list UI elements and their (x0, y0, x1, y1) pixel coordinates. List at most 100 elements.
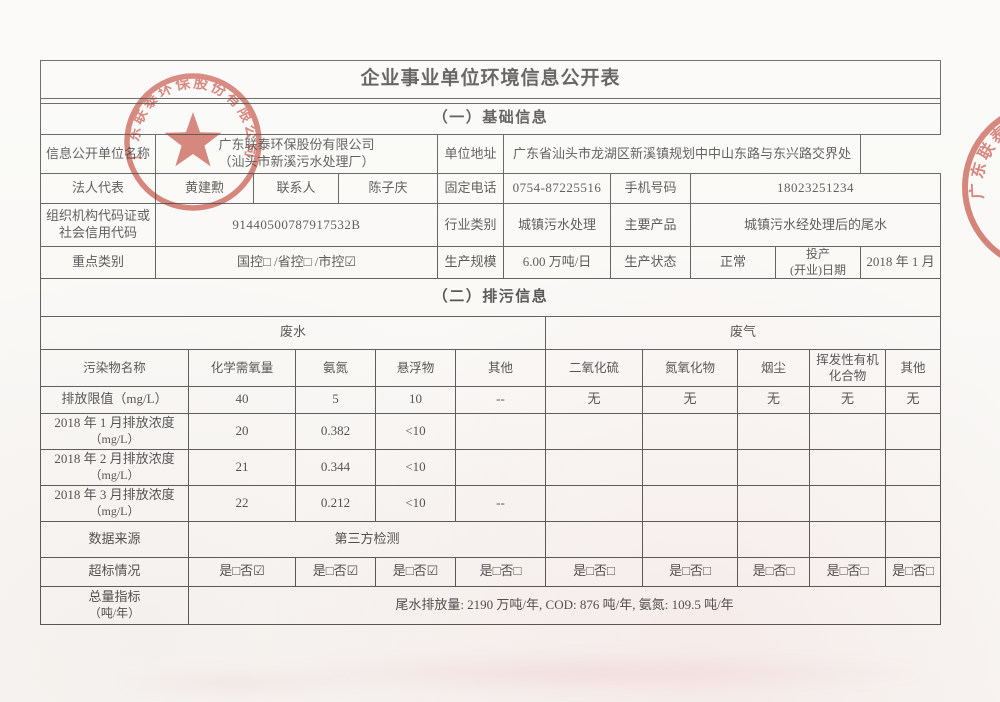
exceed-ss-checkbox: 是□否☑ (375, 556, 456, 587)
col-ss: 悬浮物 (375, 348, 456, 387)
month1-ss: <10 (375, 412, 456, 450)
col-other-gas: 其他 (885, 348, 941, 387)
month2-nox (642, 448, 738, 486)
opdate-value: 2018 年 1 月 (859, 245, 942, 280)
month1-voc (809, 412, 886, 450)
col-cod: 化学需氧量 (188, 348, 296, 387)
total-row-label: 总量指标 （吨/年） (40, 585, 189, 625)
month1-other-gas (885, 412, 941, 450)
col-other-water: 其他 (455, 348, 546, 387)
exceed-voc-checkbox: 是□否□ (809, 556, 886, 587)
month2-label-line1: 2018 年 2 月排放浓度 (54, 450, 175, 466)
month1-so2 (545, 412, 643, 450)
month3-other-water: -- (455, 484, 546, 522)
data-source-value: 第三方检测 (188, 520, 546, 558)
data-source-label: 数据来源 (40, 520, 189, 558)
month3-label-line2: （mg/L） (89, 503, 140, 518)
limit-cod: 40 (188, 385, 296, 414)
month2-row-label: 2018 年 2 月排放浓度 （mg/L） (40, 448, 189, 486)
limit-row-label: 排放限值（mg/L） (40, 385, 189, 414)
month2-so2 (545, 448, 643, 486)
month1-cod: 20 (188, 412, 296, 450)
key-category-label: 重点类别 (40, 245, 156, 280)
exceed-cod-checkbox: 是□否☑ (188, 556, 296, 587)
month2-other-gas (885, 448, 941, 486)
partial-seal-arc-text: 广东联泰环保股份有限公司 (967, 106, 1000, 200)
month2-cod: 21 (188, 448, 296, 486)
data-source-nox (642, 520, 738, 558)
wastewater-group-header: 废水 (40, 315, 546, 350)
month3-nh3: 0.212 (295, 484, 376, 522)
tel-label: 固定电话 (437, 173, 504, 204)
month3-nox (642, 484, 738, 522)
data-source-dust (737, 520, 810, 558)
month3-ss: <10 (375, 484, 456, 522)
col-nox: 氮氧化物 (642, 348, 738, 387)
col-so2: 二氧化硫 (545, 348, 643, 387)
month1-nox (642, 412, 738, 450)
month2-voc (809, 448, 886, 486)
total-label-line1: 总量指标 (88, 588, 141, 604)
data-source-other-gas (885, 520, 941, 558)
exceed-dust-checkbox: 是□否□ (737, 556, 810, 587)
month3-row-label: 2018 年 3 月排放浓度 （mg/L） (40, 484, 189, 522)
month3-dust (737, 484, 810, 522)
month2-dust (737, 448, 810, 486)
unit-name-line2: （汕头市新溪污水处理厂） (218, 154, 375, 169)
industry-label: 行业类别 (437, 203, 504, 247)
scan-smudge (110, 668, 370, 698)
opdate-label-line2: (开业)日期 (790, 262, 846, 277)
status-label: 生产状态 (610, 245, 691, 280)
scan-smudge (260, 652, 940, 694)
month3-cod: 22 (188, 484, 296, 522)
basic-info-table: 企业事业单位环境信息公开表 （一）基础信息 信息公开单位名称 广东联泰环保股份有… (39, 60, 942, 318)
address-value: 广东省汕头市龙湖区新溪镇规划中中山东路与东兴路交界处 (503, 134, 861, 174)
scale-value: 6.00 万吨/日 (503, 245, 611, 280)
month1-other-water (455, 412, 546, 450)
data-source-so2 (545, 520, 643, 558)
legal-rep-label: 法人代表 (40, 173, 156, 204)
exceed-row-label: 超标情况 (40, 556, 189, 587)
exceed-other-gas-checkbox: 是□否□ (885, 556, 941, 587)
mobile-label: 手机号码 (610, 173, 691, 204)
unit-name-line1: 广东联泰环保股份有限公司 (218, 137, 375, 153)
section-2-header: （二）排污信息 (39, 278, 942, 318)
limit-other-gas: 无 (885, 385, 941, 414)
status-value: 正常 (690, 245, 776, 280)
exceed-other-water-checkbox: 是□否□ (455, 556, 546, 587)
limit-dust: 无 (737, 385, 810, 414)
section-1-header: （一）基础信息 (39, 103, 942, 135)
col-nh3: 氨氮 (295, 348, 376, 387)
industry-value: 城镇污水处理 (503, 203, 611, 247)
exceed-nox-checkbox: 是□否□ (642, 556, 738, 587)
month2-ss: <10 (375, 448, 456, 486)
gas-group-header: 废气 (545, 315, 941, 350)
exceed-so2-checkbox: 是□否□ (545, 556, 643, 587)
org-code-label-line1: 组织机构代码证或 (45, 208, 150, 224)
legal-rep-value: 黄建勲 (155, 173, 254, 204)
pollutant-name-header: 污染物名称 (40, 348, 189, 387)
month1-row-label: 2018 年 1 月排放浓度 （mg/L） (40, 412, 189, 450)
key-category-checkboxes: 国控□ /省控□ /市控☑ (155, 245, 438, 280)
product-value: 城镇污水经处理后的尾水 (689, 203, 942, 247)
partial-seal-ring (962, 116, 1000, 258)
org-code-label-line2: 社会信用代码 (58, 225, 137, 240)
org-code-value: 91440500787917532B (155, 203, 438, 247)
col-voc: 挥发性有机化合物 (809, 348, 886, 387)
total-row-value: 尾水排放量: 2190 万吨/年, COD: 876 吨/年, 氨氮: 109.… (188, 585, 941, 625)
month1-nh3: 0.382 (295, 412, 376, 450)
total-label-line2: （吨/年） (88, 605, 141, 620)
limit-ss: 10 (375, 385, 456, 414)
form-tables: 企业事业单位环境信息公开表 （一）基础信息 信息公开单位名称 广东联泰环保股份有… (39, 60, 942, 625)
contact-value: 陈子庆 (338, 173, 438, 204)
mobile-value: 18023251234 (689, 173, 942, 204)
month2-label-line2: （mg/L） (89, 467, 140, 482)
limit-other-water: -- (455, 385, 546, 414)
month2-nh3: 0.344 (295, 448, 376, 486)
month3-voc (809, 484, 886, 522)
data-source-voc (809, 520, 886, 558)
month2-other-water (455, 448, 546, 486)
partial-seal-stamp: 广东联泰环保股份有限公司 (962, 106, 1000, 258)
product-label: 主要产品 (610, 203, 691, 247)
